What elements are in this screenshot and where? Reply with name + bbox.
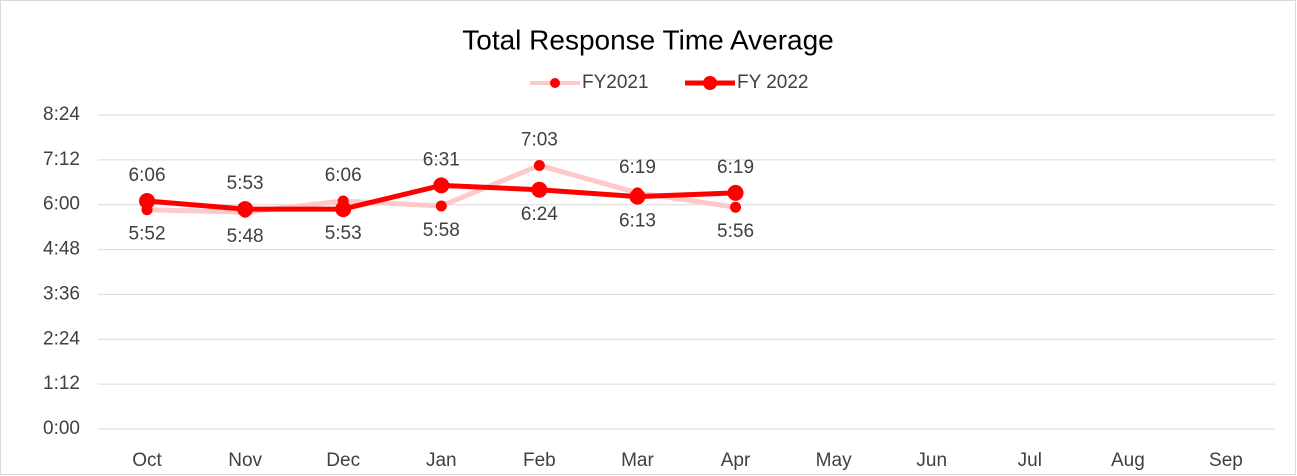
series-marker — [237, 201, 254, 218]
data-label: 6:24 — [521, 204, 558, 225]
legend-marker — [703, 76, 717, 90]
legend-label: FY 2022 — [737, 72, 808, 93]
y-tick-label: 3:36 — [43, 283, 80, 304]
y-tick-label: 6:00 — [43, 194, 80, 215]
data-label: 6:31 — [423, 149, 460, 170]
series-marker — [629, 188, 646, 205]
data-label: 5:53 — [227, 173, 264, 194]
x-tick-label: Oct — [132, 450, 162, 471]
x-tick-label: Feb — [523, 450, 556, 471]
series-marker — [435, 200, 447, 212]
y-tick-label: 0:00 — [43, 418, 80, 439]
data-label: 6:19 — [619, 157, 656, 178]
y-tick-label: 8:24 — [43, 104, 80, 125]
y-tick-label: 1:12 — [43, 373, 80, 394]
x-tick-label: Jan — [426, 450, 457, 471]
data-label: 5:58 — [423, 220, 460, 241]
x-tick-label: Aug — [1111, 450, 1145, 471]
series-marker — [139, 192, 156, 209]
data-label: 6:06 — [325, 165, 362, 186]
data-label: 5:52 — [129, 224, 166, 245]
x-tick-label: Jun — [916, 450, 947, 471]
y-tick-label: 4:48 — [43, 239, 80, 260]
data-label: 5:56 — [717, 221, 754, 242]
series-marker — [533, 159, 545, 171]
legend-marker — [550, 78, 560, 88]
data-label: 6:13 — [619, 211, 656, 232]
data-label: 7:03 — [521, 129, 558, 150]
x-tick-label: Dec — [326, 450, 360, 471]
x-tick-label: May — [816, 450, 852, 471]
y-tick-label: 7:12 — [43, 149, 80, 170]
x-tick-label: Jul — [1018, 450, 1042, 471]
x-tick-label: Apr — [721, 450, 751, 471]
data-label: 6:19 — [717, 157, 754, 178]
data-label: 5:48 — [227, 226, 264, 247]
data-label: 5:53 — [325, 223, 362, 244]
data-label: 6:06 — [129, 165, 166, 186]
x-tick-label: Mar — [621, 450, 654, 471]
y-tick-label: 2:24 — [43, 328, 80, 349]
series-marker — [727, 184, 744, 201]
series-marker — [531, 181, 548, 198]
legend-label: FY2021 — [582, 72, 649, 93]
series-marker — [335, 201, 352, 218]
x-tick-label: Sep — [1209, 450, 1243, 471]
series-marker — [730, 201, 742, 213]
x-tick-label: Nov — [228, 450, 262, 471]
chart-title: Total Response Time Average — [462, 24, 833, 55]
series-marker — [433, 177, 450, 194]
